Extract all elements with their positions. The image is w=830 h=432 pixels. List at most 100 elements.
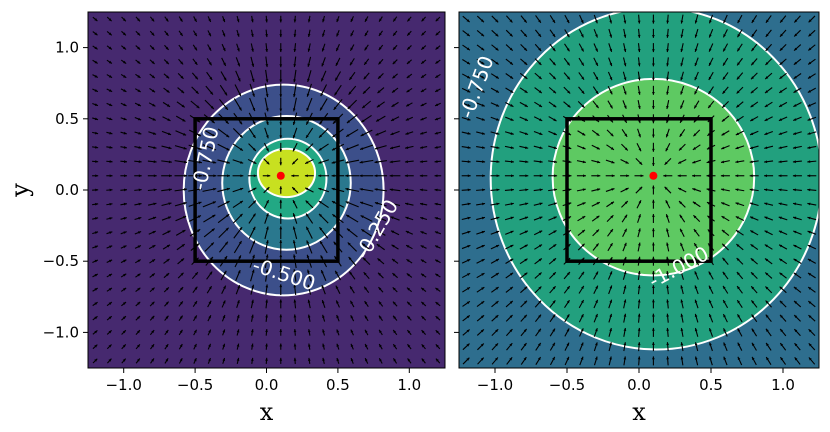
left-arrow [420, 88, 427, 93]
left-arrow [321, 43, 326, 52]
right-arrow [635, 186, 643, 194]
right-arrow [778, 244, 788, 250]
right-arrow [693, 242, 700, 252]
left-arrow [364, 329, 369, 336]
left-arrow [174, 202, 187, 207]
right-arrow [620, 187, 629, 193]
left-arrow [345, 201, 359, 208]
left-arrow [390, 116, 400, 122]
right-arrow [577, 100, 585, 109]
right-arrow [708, 71, 714, 81]
left-arrow [262, 174, 271, 178]
right-arrow [749, 202, 759, 207]
right-arrow [476, 131, 486, 135]
left-arrow [359, 201, 374, 207]
right-arrow [620, 174, 630, 178]
left-arrow [293, 83, 297, 98]
right-arrow [792, 145, 802, 149]
right-arrow [520, 44, 528, 52]
left-arrow [190, 100, 200, 109]
right-arrow [490, 116, 500, 121]
right-arrow [476, 188, 486, 192]
left-arrow [378, 286, 384, 293]
right-arrow [462, 314, 471, 322]
right-arrow [578, 72, 585, 81]
right-arrow [736, 86, 744, 94]
right-arrow [605, 174, 615, 178]
left-arrow [206, 285, 213, 294]
left-arrow [263, 186, 270, 194]
right-arrow [564, 356, 570, 366]
left-arrow [293, 314, 297, 322]
right-arrow [549, 29, 556, 38]
left-arrow [376, 101, 385, 108]
left-arrow [191, 271, 199, 280]
left-arrow [191, 72, 199, 80]
right-arrow [505, 328, 513, 337]
right-arrow [476, 174, 486, 178]
left-arrow [120, 188, 128, 192]
right-arrow [490, 145, 500, 149]
left-arrow [233, 240, 242, 254]
right-arrow [807, 216, 817, 221]
right-arrow [652, 213, 655, 223]
right-arrow [623, 43, 627, 53]
right-arrow [737, 356, 743, 366]
left-arrow [374, 202, 387, 207]
right-arrow [666, 327, 670, 337]
right-arrow [637, 14, 641, 24]
left-arrow [106, 202, 113, 206]
right-arrow [622, 242, 627, 252]
right-arrow [591, 129, 600, 137]
left-arrow [134, 131, 142, 135]
left-arrow [404, 160, 414, 164]
left-arrow [233, 226, 243, 239]
right-arrow [652, 199, 655, 209]
right-arrow [593, 356, 598, 366]
right-arrow [533, 116, 543, 122]
right-arrow [477, 357, 485, 365]
left-arrow [333, 98, 343, 111]
left-arrow [222, 357, 226, 364]
right-arrow [792, 188, 802, 192]
right-arrow [751, 356, 757, 366]
left-arrow [364, 357, 369, 364]
left-arrow [92, 358, 98, 364]
left-arrow [135, 30, 141, 36]
right-arrow [722, 285, 729, 294]
left-arrow [248, 226, 256, 239]
right-arrow [680, 313, 684, 323]
left-arrow [135, 287, 141, 293]
right-arrow [792, 216, 802, 221]
left-arrow [322, 357, 325, 364]
right-xtick-label: 0.5 [699, 376, 723, 394]
left-arrow [92, 31, 98, 36]
left-arrow [106, 231, 113, 235]
left-arrow [217, 200, 230, 208]
left-arrow [345, 128, 359, 138]
left-arrow [420, 45, 427, 51]
left-arrow [149, 329, 155, 336]
right-arrow [534, 43, 542, 52]
right-arrow [652, 356, 655, 366]
left-arrow [220, 270, 227, 281]
right-arrow [520, 342, 527, 351]
left-arrow [419, 202, 428, 206]
left-arrow [279, 56, 283, 68]
right-arrow [680, 57, 684, 67]
right-arrow [578, 313, 584, 323]
left-arrow [374, 160, 388, 164]
right-arrow [764, 130, 774, 136]
left-arrow [406, 301, 412, 307]
left-arrow [176, 101, 186, 108]
left-arrow [307, 329, 311, 336]
right-arrow [462, 300, 471, 307]
right-arrow [476, 230, 486, 235]
left-arrow [307, 29, 311, 38]
left-arrow [420, 273, 427, 278]
left-arrow [419, 188, 428, 192]
right-arrow [693, 228, 700, 237]
right-arrow [505, 44, 514, 52]
left-arrow [392, 272, 398, 279]
right-arrow [607, 271, 613, 280]
